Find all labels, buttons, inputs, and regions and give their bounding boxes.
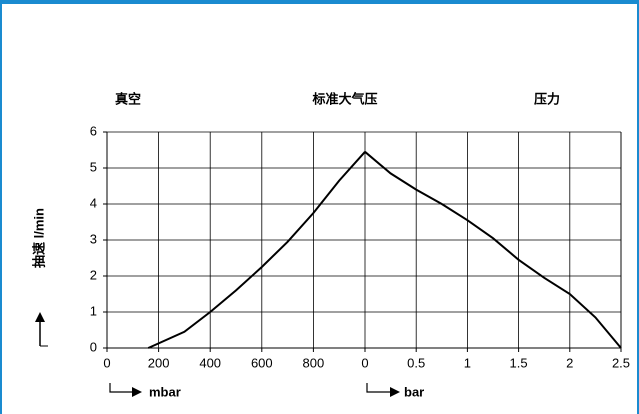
x-arrow-head	[390, 387, 400, 397]
x-tick-label: 800	[303, 355, 325, 370]
data-line	[147, 151, 366, 349]
y-axis-label: 抽速 l/min	[31, 208, 46, 268]
x-tick-label: 400	[199, 355, 221, 370]
y-tick-label: 4	[90, 195, 97, 210]
y-tick-label: 2	[90, 267, 97, 282]
x-tick-label: 600	[251, 355, 273, 370]
x-tick-label: 1.5	[510, 355, 528, 370]
x-arrow	[366, 383, 392, 393]
section-title: 压力	[534, 91, 560, 106]
x-tick-label: 0	[361, 355, 368, 370]
data-line	[364, 151, 622, 349]
y-arrow-head	[35, 312, 45, 322]
x-tick-label: 2	[566, 355, 573, 370]
y-tick-label: 5	[90, 159, 97, 174]
x-arrow-head	[132, 387, 142, 397]
x-tick-label: 0	[103, 355, 110, 370]
x-arrow	[109, 383, 134, 393]
section-title: 真空	[115, 91, 141, 106]
x-tick-label: 0.5	[407, 355, 425, 370]
y-tick-label: 1	[90, 303, 97, 318]
x-unit-label: bar	[404, 384, 424, 399]
y-tick-label: 0	[90, 339, 97, 354]
x-tick-label: 200	[148, 355, 170, 370]
x-tick-label: 2.5	[612, 355, 630, 370]
annotation: 标准大气压	[311, 91, 377, 106]
x-unit-label: mbar	[149, 384, 181, 399]
y-tick-label: 6	[90, 123, 97, 138]
y-tick-label: 3	[90, 231, 97, 246]
x-tick-label: 1	[464, 355, 471, 370]
